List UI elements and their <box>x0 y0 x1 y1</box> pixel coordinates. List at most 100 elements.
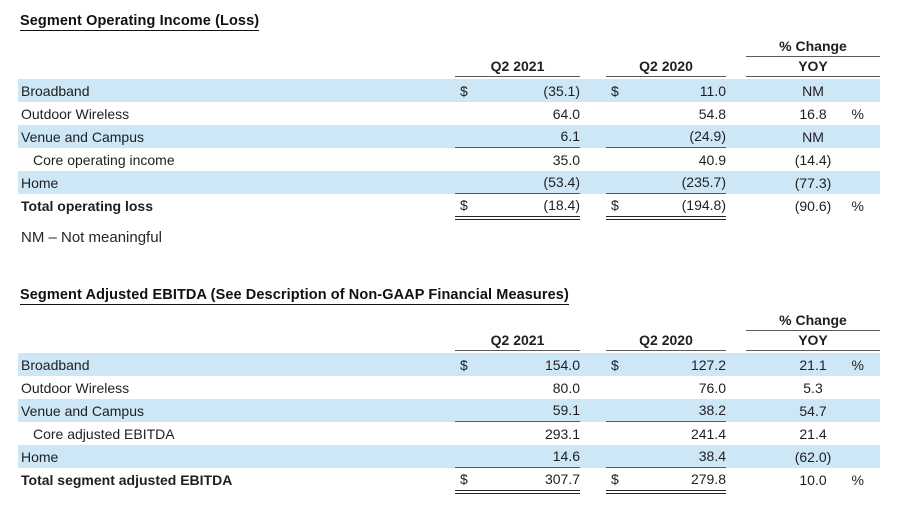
yoy-cell: 10.0 % <box>746 468 880 491</box>
percent-sign: % <box>851 105 864 122</box>
segment-adjusted-ebitda-section: Segment Adjusted EBITDA (See Description… <box>0 286 900 494</box>
q2-2021-cell: (53.4) <box>455 171 580 194</box>
row-label: Venue and Campus <box>21 402 144 419</box>
q2-2020-value: 279.8 <box>690 471 726 487</box>
yoy-value: 21.4 <box>799 425 827 442</box>
yoy-header: YOY <box>746 332 880 351</box>
q2-2021-cell: $ 307.7 <box>455 468 580 494</box>
dollar-sign: $ <box>611 82 619 99</box>
table-row: Core adjusted EBITDA 293.1 241.4 21.4 <box>18 422 880 445</box>
q2-2021-value: 6.1 <box>560 128 580 144</box>
q2-2020-header: Q2 2020 <box>606 332 726 351</box>
percent-sign: % <box>851 356 864 373</box>
column-gap <box>726 148 746 171</box>
q2-2020-value: 76.0 <box>698 379 726 396</box>
row-label: Outdoor Wireless <box>21 105 130 122</box>
pct-change-header: % Change <box>746 38 880 57</box>
table-row: Outdoor Wireless 80.0 76.0 5.3 <box>18 376 880 399</box>
q2-2020-value: 40.9 <box>698 151 726 168</box>
column-gap <box>726 468 746 491</box>
q2-2020-cell: (235.7) <box>606 171 726 194</box>
q2-2021-cell: $ (35.1) <box>455 79 580 102</box>
yoy-value: 10.0 <box>799 471 827 488</box>
q2-2020-cell: 54.8 <box>606 102 726 125</box>
column-gap <box>580 171 606 194</box>
segment-operating-income-section: Segment Operating Income (Loss) % Change… <box>0 12 900 246</box>
column-gap <box>580 376 606 399</box>
q2-2021-cell: 64.0 <box>455 102 580 125</box>
column-gap <box>726 353 746 376</box>
yoy-cell: (14.4) <box>746 148 880 171</box>
q2-2020-cell: (24.9) <box>606 125 726 148</box>
dollar-sign: $ <box>611 356 619 373</box>
table-row: Core operating income 35.0 40.9 (14.4) <box>18 148 880 171</box>
q2-2020-value: 38.2 <box>698 402 726 418</box>
row-label: Core operating income <box>33 151 175 168</box>
column-gap <box>580 102 606 125</box>
table-title-operating-income: Segment Operating Income (Loss) <box>20 13 260 31</box>
row-label: Outdoor Wireless <box>21 379 130 396</box>
q2-2021-value: 35.0 <box>552 151 580 168</box>
row-label: Total segment adjusted EBITDA <box>21 471 233 488</box>
adjusted-ebitda-rows: Broadband $ 154.0 $ 127.2 21.1 % Outdoor… <box>0 353 900 494</box>
q2-2021-cell: 80.0 <box>455 376 580 399</box>
q2-2020-value: (235.7) <box>681 174 726 190</box>
q2-2021-value: 14.6 <box>552 448 580 464</box>
table-row: Venue and Campus 6.1 (24.9) NM <box>18 125 880 148</box>
q2-2020-cell: $ 11.0 <box>606 79 726 102</box>
table-row: Outdoor Wireless 64.0 54.8 16.8 % <box>18 102 880 125</box>
column-gap <box>580 445 606 468</box>
row-label: Broadband <box>21 82 90 99</box>
table-title-adjusted-ebitda: Segment Adjusted EBITDA (See Description… <box>20 287 569 305</box>
table-row: Venue and Campus 59.1 38.2 54.7 <box>18 399 880 422</box>
yoy-cell: 16.8 % <box>746 102 880 125</box>
q2-2021-cell: $ 154.0 <box>455 353 580 376</box>
column-header-row: Q2 2021 Q2 2020 YOY <box>18 58 880 77</box>
q2-2021-cell: $ (18.4) <box>455 194 580 220</box>
q2-2020-cell: 38.4 <box>606 445 726 468</box>
q2-2021-value: (53.4) <box>543 174 580 190</box>
row-label: Total operating loss <box>21 197 153 214</box>
yoy-cell: (90.6) % <box>746 194 880 217</box>
q2-2021-value: 293.1 <box>544 425 580 442</box>
yoy-value: 16.8 <box>799 105 827 122</box>
yoy-cell: 54.7 <box>746 399 880 422</box>
q2-2020-value: (24.9) <box>689 128 726 144</box>
column-gap <box>726 399 746 422</box>
q2-2021-cell: 59.1 <box>455 399 580 422</box>
column-gap <box>726 79 746 102</box>
q2-2020-cell: $ 279.8 <box>606 468 726 494</box>
table-row: Total operating loss $ (18.4) $ (194.8) … <box>18 194 880 220</box>
q2-2021-cell: 293.1 <box>455 422 580 445</box>
yoy-cell: NM <box>746 79 880 102</box>
yoy-value: 5.3 <box>803 379 823 396</box>
q2-2021-value: 80.0 <box>552 379 580 396</box>
yoy-cell: 5.3 <box>746 376 880 399</box>
yoy-value: NM <box>802 82 824 99</box>
column-gap <box>726 376 746 399</box>
column-gap <box>726 194 746 217</box>
row-label: Core adjusted EBITDA <box>33 425 175 442</box>
column-gap <box>580 79 606 102</box>
q2-2021-header: Q2 2021 <box>455 58 580 77</box>
column-gap <box>580 399 606 422</box>
column-gap <box>580 194 606 217</box>
q2-2020-cell: 38.2 <box>606 399 726 422</box>
column-gap <box>726 102 746 125</box>
column-gap <box>580 148 606 171</box>
row-label: Home <box>21 174 59 191</box>
row-label: Broadband <box>21 356 90 373</box>
q2-2020-value: 11.0 <box>699 82 726 99</box>
table-row: Broadband $ 154.0 $ 127.2 21.1 % <box>18 353 880 376</box>
q2-2021-value: (18.4) <box>543 197 580 213</box>
q2-2020-value: 241.4 <box>690 425 726 442</box>
dollar-sign: $ <box>460 471 468 487</box>
q2-2021-cell: 6.1 <box>455 125 580 148</box>
q2-2020-cell: $ 127.2 <box>606 353 726 376</box>
column-gap <box>726 125 746 148</box>
q2-2020-value: 127.2 <box>690 356 726 373</box>
q2-2020-cell: 76.0 <box>606 376 726 399</box>
q2-2021-value: 59.1 <box>552 402 580 418</box>
yoy-value: 54.7 <box>799 402 827 419</box>
yoy-value: 21.1 <box>799 356 827 373</box>
